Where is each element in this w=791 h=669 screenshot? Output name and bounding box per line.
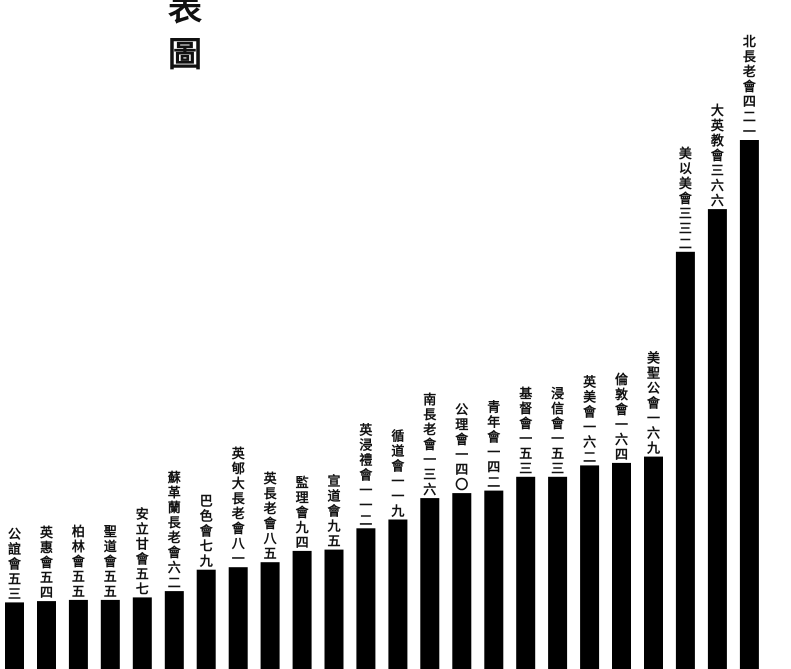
bar-label: 英美會一六二 — [582, 374, 597, 465]
bar-label: 美以美會三三二 — [679, 146, 693, 252]
bar-label: 南長老會一三六 — [422, 392, 437, 498]
bar — [37, 601, 56, 669]
bar — [420, 498, 440, 669]
bar-label: 浸信會一五三 — [551, 386, 565, 477]
bar — [132, 597, 152, 669]
bar-label: 大英教會三六六 — [710, 103, 725, 209]
bar-label: 倫敦會一六四 — [615, 372, 629, 463]
bar-label: 英郇大長老會八一 — [231, 446, 246, 567]
chart-title-line-2: 圖 — [168, 35, 202, 75]
bar-label: 公理會一四〇 — [455, 403, 469, 493]
bar-label: 英長老會八五 — [263, 471, 278, 562]
bar-label: 安立甘會五七 — [136, 506, 150, 597]
bar — [228, 567, 248, 669]
bar-label: 英惠會五四 — [39, 525, 54, 601]
bar — [612, 462, 631, 669]
bar — [707, 209, 727, 669]
bar — [356, 528, 376, 669]
bar — [580, 465, 600, 669]
bar-label: 英浸禮會一一二 — [358, 422, 373, 528]
labels-group: 公誼會五三 英惠會五四 柏林會五五 聖道會五五 安立甘會五七 蘇革蘭長老會六二 巴色會七九 英… — [8, 35, 757, 602]
bar — [739, 140, 759, 669]
bar-label: 美聖公會一六九 — [646, 351, 661, 457]
bar-label: 柏林會五五 — [72, 524, 86, 600]
bar — [5, 602, 24, 669]
bar — [68, 599, 88, 669]
bar — [452, 493, 472, 669]
bar-label: 巴色會七九 — [199, 495, 214, 570]
chart-title-line-1: 表 — [168, 0, 202, 29]
bar-label: 基督會一五三 — [518, 386, 533, 477]
bar — [548, 476, 568, 669]
bar — [196, 569, 216, 669]
bar — [388, 519, 408, 669]
bar — [675, 251, 695, 669]
bar-label: 公誼會五三 — [8, 527, 22, 602]
bar-label: 蘇革蘭長老會六二 — [167, 470, 182, 591]
bar — [292, 550, 312, 669]
bar-label: 聖道會五五 — [104, 524, 118, 600]
bars-group — [5, 140, 759, 669]
bar — [516, 476, 536, 669]
bar-label: 北長老會四二一 — [742, 35, 757, 140]
bar-label: 循道會一一九 — [390, 429, 405, 520]
bar — [164, 591, 184, 669]
bar — [260, 562, 280, 669]
bar-label: 宣道會九五 — [326, 474, 341, 550]
bar-label: 監理會九四 — [295, 475, 310, 551]
bar — [100, 599, 120, 669]
bar — [324, 549, 344, 669]
bar — [644, 456, 663, 669]
bar — [484, 490, 504, 669]
bar-label: 青年會一四二 — [487, 400, 501, 491]
